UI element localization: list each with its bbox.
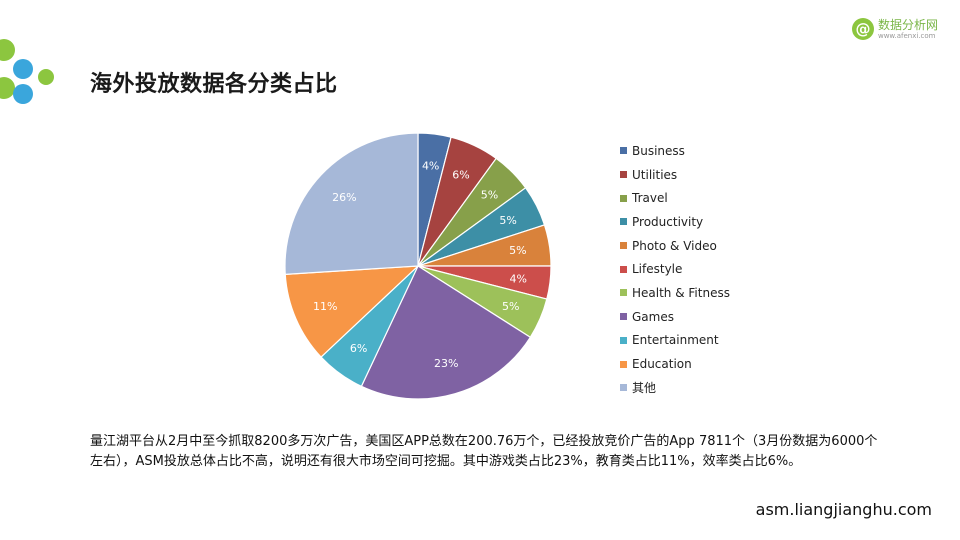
legend-swatch — [620, 242, 627, 250]
pie-data-label: 11% — [313, 300, 337, 313]
logo-dot-icon — [38, 69, 54, 85]
legend-item: Business — [620, 139, 730, 163]
legend-swatch — [620, 147, 627, 155]
chart-legend: Business Utilities Travel Productivity Photo… — [620, 139, 730, 400]
pie-data-label: 4% — [422, 160, 439, 173]
pie-slice — [284, 265, 420, 358]
at-icon: @ — [851, 18, 874, 40]
pie-data-label: 6% — [452, 169, 469, 182]
legend-label: Health & Fitness — [632, 285, 730, 300]
legend-label: 其他 — [632, 381, 657, 396]
pie-data-label: 26% — [332, 191, 356, 204]
legend-swatch — [620, 384, 627, 392]
pie-data-label: 6% — [350, 342, 367, 355]
pie-data-label: 5% — [509, 244, 526, 257]
legend-swatch — [620, 336, 627, 344]
pie-data-label: 4% — [510, 273, 527, 286]
legend-label: Games — [632, 309, 674, 324]
footer-url: asm.liangjianghu.com — [755, 500, 932, 519]
legend-label: Business — [632, 143, 685, 158]
legend-item: Lifestyle — [620, 257, 730, 281]
brand-url: www.afenxi.com — [877, 31, 936, 40]
legend-item: 其他 — [620, 376, 730, 400]
legend-item: Productivity — [620, 210, 730, 234]
legend-swatch — [620, 360, 627, 368]
legend-swatch — [620, 218, 627, 226]
legend-label: Education — [632, 357, 692, 372]
description-text: 量江湖平台从2月中至今抓取8200多万次广告，美国区APP总数在200.76万个… — [90, 434, 878, 469]
legend-label: Lifestyle — [632, 262, 683, 277]
legend-swatch — [620, 265, 627, 273]
brand-name: 数据分析网 — [877, 17, 938, 32]
pie-slice — [284, 132, 419, 275]
pie-data-label: 5% — [499, 214, 516, 227]
legend-swatch — [620, 171, 627, 179]
brand-logo: @ 数据分析网 www.afenxi.com — [851, 17, 938, 40]
legend-item: Education — [620, 352, 730, 376]
pie-slice — [360, 265, 532, 400]
legend-label: Entertainment — [632, 333, 719, 348]
logo-dot-icon — [13, 59, 33, 79]
logo-dot-icon — [0, 77, 15, 99]
logo-dot-icon — [13, 84, 33, 104]
brand-logo-icon — [0, 39, 54, 104]
legend-item: Photo & Video — [620, 234, 730, 258]
legend-item: Health & Fitness — [620, 281, 730, 305]
legend-swatch — [620, 313, 627, 321]
legend-label: Productivity — [632, 214, 704, 229]
pie-data-label: 5% — [481, 189, 498, 202]
slide-title: 海外投放数据各分类占比 — [90, 72, 338, 97]
logo-dot-icon — [0, 39, 15, 61]
pie-chart: 4%6%5%5%5%4%5%23%6%11%26% — [284, 132, 552, 400]
legend-swatch — [620, 194, 627, 202]
legend-item: Utilities — [620, 163, 730, 187]
legend-label: Utilities — [632, 167, 678, 182]
pie-data-label: 5% — [502, 300, 519, 313]
pie-data-label: 23% — [434, 357, 458, 370]
legend-label: Travel — [632, 191, 668, 206]
legend-item: Entertainment — [620, 329, 730, 353]
legend-label: Photo & Video — [632, 238, 717, 253]
legend-item: Games — [620, 305, 730, 329]
legend-item: Travel — [620, 186, 730, 210]
legend-swatch — [620, 289, 627, 297]
